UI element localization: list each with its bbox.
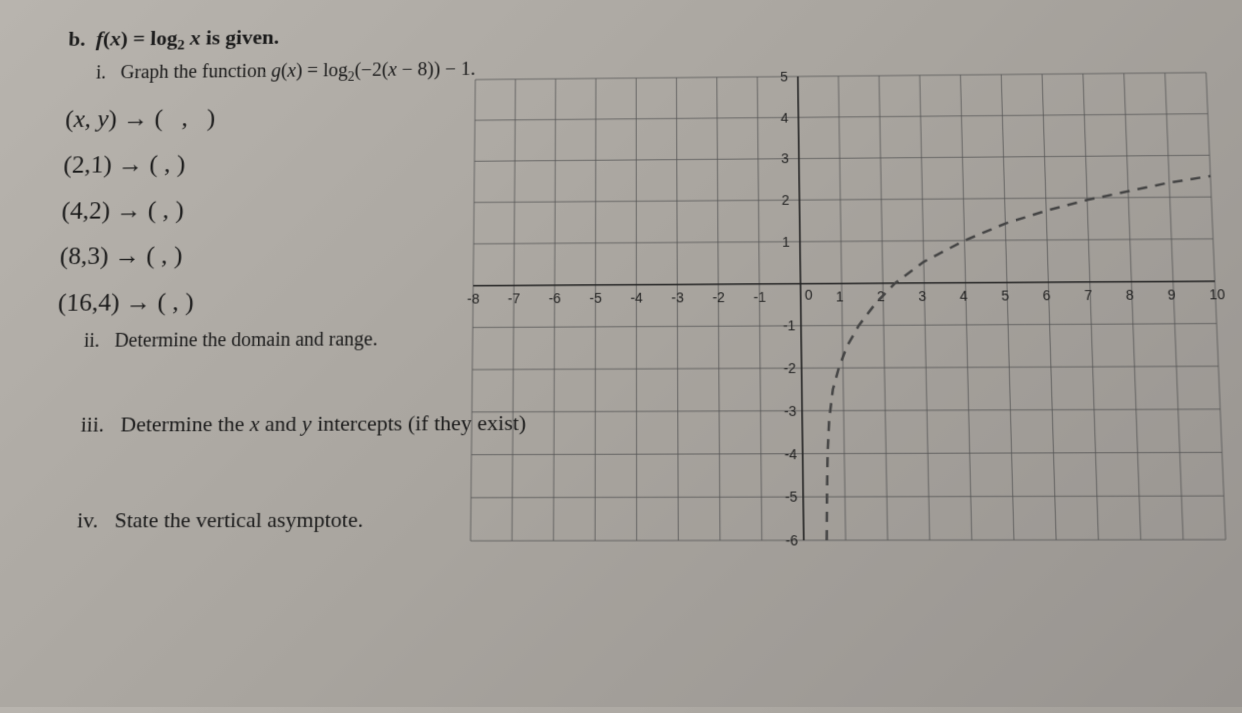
svg-text:5: 5 [1001, 288, 1010, 303]
graph: -8 -7 -6 -5 -4 -3 -2 -1 0 1 2 3 4 5 6 7 8 9 10 -6 -5 -4 -3 -2 -1… [460, 63, 1236, 551]
svg-text:10: 10 [1209, 287, 1226, 302]
svg-text:7: 7 [1084, 287, 1092, 302]
svg-text:-6: -6 [549, 291, 561, 306]
svg-text:-2: -2 [783, 361, 796, 376]
svg-text:4: 4 [780, 111, 788, 126]
svg-text:-2: -2 [712, 290, 725, 305]
svg-text:6: 6 [1042, 288, 1050, 303]
svg-text:-5: -5 [785, 490, 798, 506]
svg-text:1: 1 [782, 235, 790, 250]
svg-text:0: 0 [805, 287, 813, 302]
svg-text:-5: -5 [589, 290, 602, 305]
svg-text:9: 9 [1167, 287, 1175, 302]
svg-text:-4: -4 [630, 290, 643, 305]
svg-text:4: 4 [960, 288, 969, 303]
svg-text:2: 2 [781, 193, 789, 208]
svg-text:-3: -3 [671, 290, 683, 305]
svg-text:-3: -3 [784, 404, 797, 419]
svg-text:-8: -8 [467, 291, 480, 306]
svg-text:3: 3 [918, 288, 926, 303]
svg-text:-1: -1 [753, 289, 766, 304]
svg-text:-1: -1 [783, 319, 796, 334]
svg-text:-6: -6 [785, 533, 798, 549]
svg-text:8: 8 [1126, 287, 1135, 302]
svg-text:-4: -4 [784, 446, 797, 461]
problem-label: b. f(x) = log2 x is given. [68, 15, 1185, 55]
svg-text:1: 1 [836, 289, 844, 304]
svg-text:-7: -7 [508, 291, 520, 306]
svg-text:3: 3 [781, 152, 789, 167]
svg-text:5: 5 [780, 70, 788, 85]
